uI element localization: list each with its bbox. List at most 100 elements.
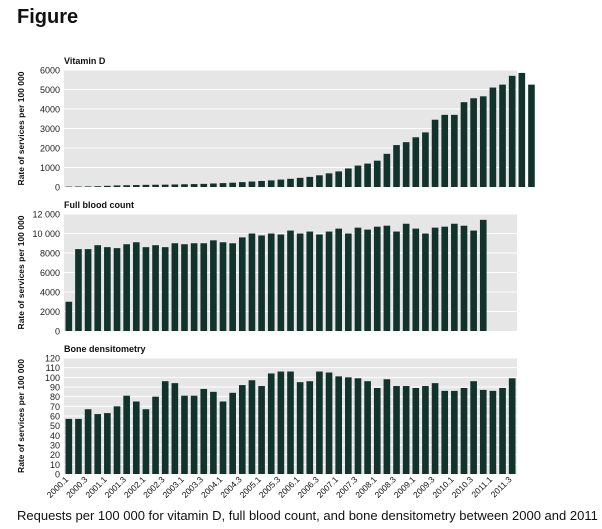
y-tick-label: 50 [50, 421, 60, 431]
bar [373, 160, 381, 187]
bar [441, 114, 449, 187]
bar [460, 102, 468, 187]
bar [181, 184, 188, 187]
bar [190, 184, 198, 187]
bar [113, 185, 121, 187]
y-tick-label: 12 000 [32, 210, 60, 220]
bar [499, 84, 506, 187]
bar [75, 249, 82, 331]
bar [229, 243, 236, 331]
y-tick-label: 0 [55, 183, 60, 193]
y-tick-label: 2000 [40, 144, 60, 154]
y-tick-label: 5000 [40, 85, 60, 95]
bar [296, 382, 304, 474]
bar [132, 242, 140, 331]
figure-caption: Requests per 100 000 for vitamin D, full… [17, 508, 598, 523]
bar [345, 168, 352, 187]
bar [441, 226, 449, 331]
bar [508, 75, 516, 187]
x-tick-label: 2011.3 [489, 474, 514, 499]
bar [528, 84, 535, 187]
bar [402, 386, 410, 474]
bar [354, 227, 362, 331]
bar [412, 228, 420, 331]
y-tick-label: 4000 [40, 288, 60, 298]
bar [441, 390, 449, 474]
bar [104, 185, 111, 187]
bar [171, 243, 179, 331]
panel-title: Full blood count [64, 200, 134, 210]
bar [277, 179, 285, 187]
bar [287, 178, 294, 187]
bar [470, 381, 477, 474]
bar [123, 185, 130, 187]
bar [287, 371, 294, 474]
y-axis-label: Rate of services per 100 000 [16, 215, 26, 329]
bar [412, 387, 420, 474]
figure-heading: Figure [17, 6, 79, 28]
bar [499, 387, 506, 474]
bar [422, 132, 429, 187]
bar [219, 401, 227, 474]
bar [181, 244, 188, 331]
bar [335, 376, 343, 474]
bar [402, 142, 410, 187]
panel-title: Vitamin D [64, 56, 106, 66]
bar [258, 235, 265, 331]
bar [470, 230, 477, 331]
bar [287, 230, 294, 331]
bar [132, 401, 140, 474]
bar [306, 231, 314, 331]
y-axis-label: Rate of services per 100 000 [16, 359, 26, 473]
y-tick-label: 0 [55, 327, 60, 337]
bar [412, 137, 420, 187]
bar [94, 414, 102, 474]
bar [479, 219, 487, 331]
bar [190, 243, 198, 331]
bar [460, 387, 468, 474]
bar [325, 231, 333, 331]
bar [306, 381, 314, 474]
bar [451, 390, 458, 474]
bar [373, 387, 381, 474]
bar [258, 386, 265, 474]
y-tick-label: 10 000 [32, 229, 60, 239]
bar [161, 184, 169, 187]
bar [431, 383, 439, 474]
bar [325, 173, 333, 187]
bar [229, 182, 236, 187]
bar [383, 379, 391, 474]
y-tick-label: 3000 [40, 124, 60, 134]
y-tick-label: 2000 [40, 307, 60, 317]
bar [383, 153, 391, 187]
y-tick-label: 70 [50, 402, 60, 412]
bar [123, 395, 130, 474]
bar [142, 184, 150, 187]
bar [479, 389, 487, 474]
y-tick-label: 30 [50, 441, 60, 451]
bar [248, 233, 256, 331]
bar [123, 244, 130, 331]
bar [104, 413, 111, 474]
y-tick-label: 8000 [40, 249, 60, 259]
bar [219, 242, 227, 331]
bar [489, 390, 497, 474]
bar [422, 386, 429, 474]
y-tick-label: 6000 [40, 66, 60, 76]
bar [152, 184, 159, 187]
bar [267, 373, 275, 474]
y-tick-label: 120 [45, 354, 60, 364]
bar [345, 233, 352, 331]
bar [316, 234, 323, 331]
bar [393, 145, 400, 187]
y-tick-label: 80 [50, 392, 60, 402]
bar [248, 380, 256, 474]
bar [190, 395, 198, 474]
bar [518, 72, 526, 187]
bar [65, 301, 73, 331]
bar [161, 381, 169, 474]
bar [364, 229, 371, 331]
panel-title: Bone densitometry [64, 344, 146, 354]
y-tick-label: 4000 [40, 105, 60, 115]
bar [489, 87, 497, 187]
